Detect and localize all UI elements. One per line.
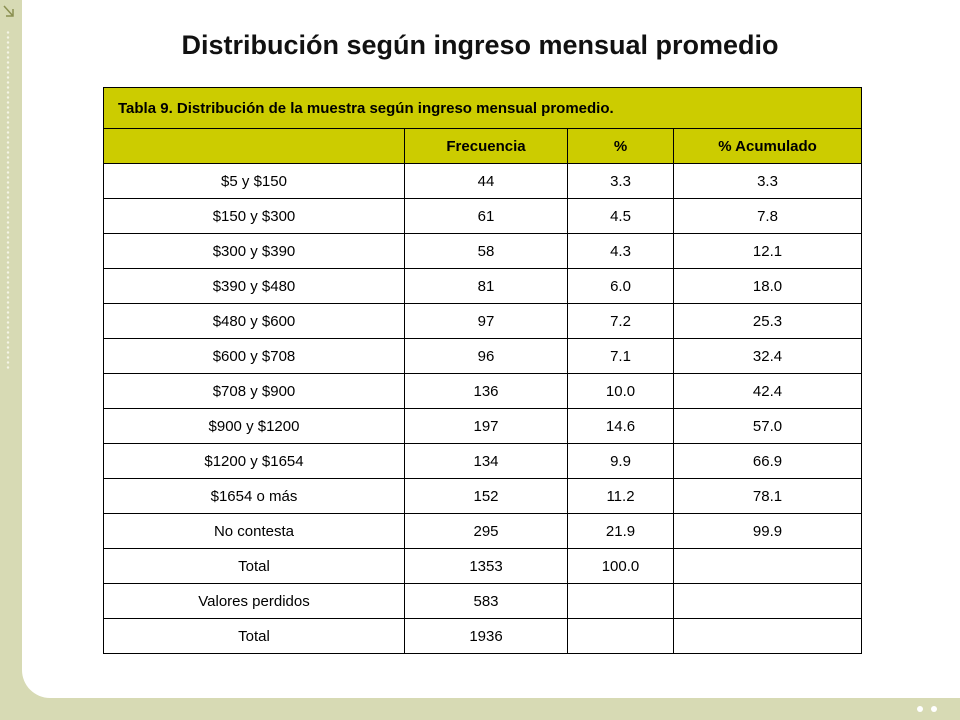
table-row: $708 y $900 136 10.0 42.4 bbox=[103, 373, 863, 409]
table-cell: 197 bbox=[404, 408, 568, 444]
table-cell: Total bbox=[103, 548, 405, 584]
header-cell: % Acumulado bbox=[672, 128, 863, 164]
table-row: $600 y $708 96 7.1 32.4 bbox=[103, 338, 863, 374]
table-cell: 66.9 bbox=[672, 443, 863, 479]
table-row: $150 y $300 61 4.5 7.8 bbox=[103, 198, 863, 234]
table-row: Total 1936 bbox=[103, 618, 863, 654]
table-cell: $390 y $480 bbox=[103, 268, 405, 304]
table-row: $1654 o más 152 11.2 78.1 bbox=[103, 478, 863, 514]
table-cell: 295 bbox=[404, 513, 568, 549]
table-cell: 57.0 bbox=[672, 408, 863, 444]
corner-dots bbox=[917, 706, 937, 712]
table-row: $300 y $390 58 4.3 12.1 bbox=[103, 233, 863, 269]
table-cell: Total bbox=[103, 618, 405, 654]
table-cell: $600 y $708 bbox=[103, 338, 405, 374]
table-cell: 97 bbox=[404, 303, 568, 339]
table-cell: 1936 bbox=[404, 618, 568, 654]
table-cell: 42.4 bbox=[672, 373, 863, 409]
table-cell: 44 bbox=[404, 163, 568, 199]
table-cell: 14.6 bbox=[567, 408, 674, 444]
table-cell: 99.9 bbox=[672, 513, 863, 549]
table-cell: 4.3 bbox=[567, 233, 674, 269]
table-cell: 7.8 bbox=[672, 198, 863, 234]
table-cell: $300 y $390 bbox=[103, 233, 405, 269]
table-cell: No contesta bbox=[103, 513, 405, 549]
table-cell bbox=[567, 583, 674, 619]
data-table: Tabla 9. Distribución de la muestra segú… bbox=[102, 87, 863, 654]
table-cell: 136 bbox=[404, 373, 568, 409]
header-row: Frecuencia%% Acumulado bbox=[103, 128, 863, 164]
table-cell bbox=[567, 618, 674, 654]
table-cell: $5 y $150 bbox=[103, 163, 405, 199]
table-cell: $480 y $600 bbox=[103, 303, 405, 339]
table-cell: 25.3 bbox=[672, 303, 863, 339]
table-row: $5 y $150 44 3.3 3.3 bbox=[103, 163, 863, 199]
arrow-icon bbox=[3, 5, 14, 17]
table-cell: 3.3 bbox=[567, 163, 674, 199]
table-cell: 1353 bbox=[404, 548, 568, 584]
table-cell: 7.1 bbox=[567, 338, 674, 374]
table-cell: $1200 y $1654 bbox=[103, 443, 405, 479]
table-row: Total 1353 100.0 bbox=[103, 548, 863, 584]
table-row: No contesta 295 21.9 99.9 bbox=[103, 513, 863, 549]
table-cell: 61 bbox=[404, 198, 568, 234]
table-cell: 6.0 bbox=[567, 268, 674, 304]
table-cell: 18.0 bbox=[672, 268, 863, 304]
table-cell: 100.0 bbox=[567, 548, 674, 584]
table-cell: $150 y $300 bbox=[103, 198, 405, 234]
header-cell bbox=[103, 128, 405, 164]
caption-row: Tabla 9. Distribución de la muestra segú… bbox=[102, 87, 863, 129]
table-cell: 96 bbox=[404, 338, 568, 374]
table-cell: 21.9 bbox=[567, 513, 674, 549]
table-cell: 9.9 bbox=[567, 443, 674, 479]
table-cell: $1654 o más bbox=[103, 478, 405, 514]
header-cell: % bbox=[567, 128, 674, 164]
table-row: Valores perdidos 583 bbox=[103, 583, 863, 619]
table-cell bbox=[672, 618, 863, 654]
table-cell bbox=[672, 548, 863, 584]
table-cell: 10.0 bbox=[567, 373, 674, 409]
table-cell: 7.2 bbox=[567, 303, 674, 339]
table-cell: 58 bbox=[404, 233, 568, 269]
table-row: $390 y $480 81 6.0 18.0 bbox=[103, 268, 863, 304]
header-cell: Frecuencia bbox=[404, 128, 568, 164]
table-cell: 3.3 bbox=[672, 163, 863, 199]
dotted-line bbox=[6, 30, 10, 370]
title: Distribución según ingreso mensual prome… bbox=[181, 30, 779, 60]
table-cell: 81 bbox=[404, 268, 568, 304]
caption: Tabla 9. Distribución de la muestra segú… bbox=[102, 87, 863, 129]
table-row: $900 y $1200 197 14.6 57.0 bbox=[103, 408, 863, 444]
table-row: $1200 y $1654 134 9.9 66.9 bbox=[103, 443, 863, 479]
table-cell: 134 bbox=[404, 443, 568, 479]
table-cell: $900 y $1200 bbox=[103, 408, 405, 444]
table-cell: $708 y $900 bbox=[103, 373, 405, 409]
table-cell: 12.1 bbox=[672, 233, 863, 269]
table-cell: 32.4 bbox=[672, 338, 863, 374]
table-row: $480 y $600 97 7.2 25.3 bbox=[103, 303, 863, 339]
table-cell bbox=[672, 583, 863, 619]
table-cell: 78.1 bbox=[672, 478, 863, 514]
table-cell: 583 bbox=[404, 583, 568, 619]
table-cell: Valores perdidos bbox=[103, 583, 405, 619]
table-cell: 11.2 bbox=[567, 478, 674, 514]
table-cell: 4.5 bbox=[567, 198, 674, 234]
table-cell: 152 bbox=[404, 478, 568, 514]
table-body: Tabla 9. Distribución de la muestra segú… bbox=[102, 87, 863, 654]
